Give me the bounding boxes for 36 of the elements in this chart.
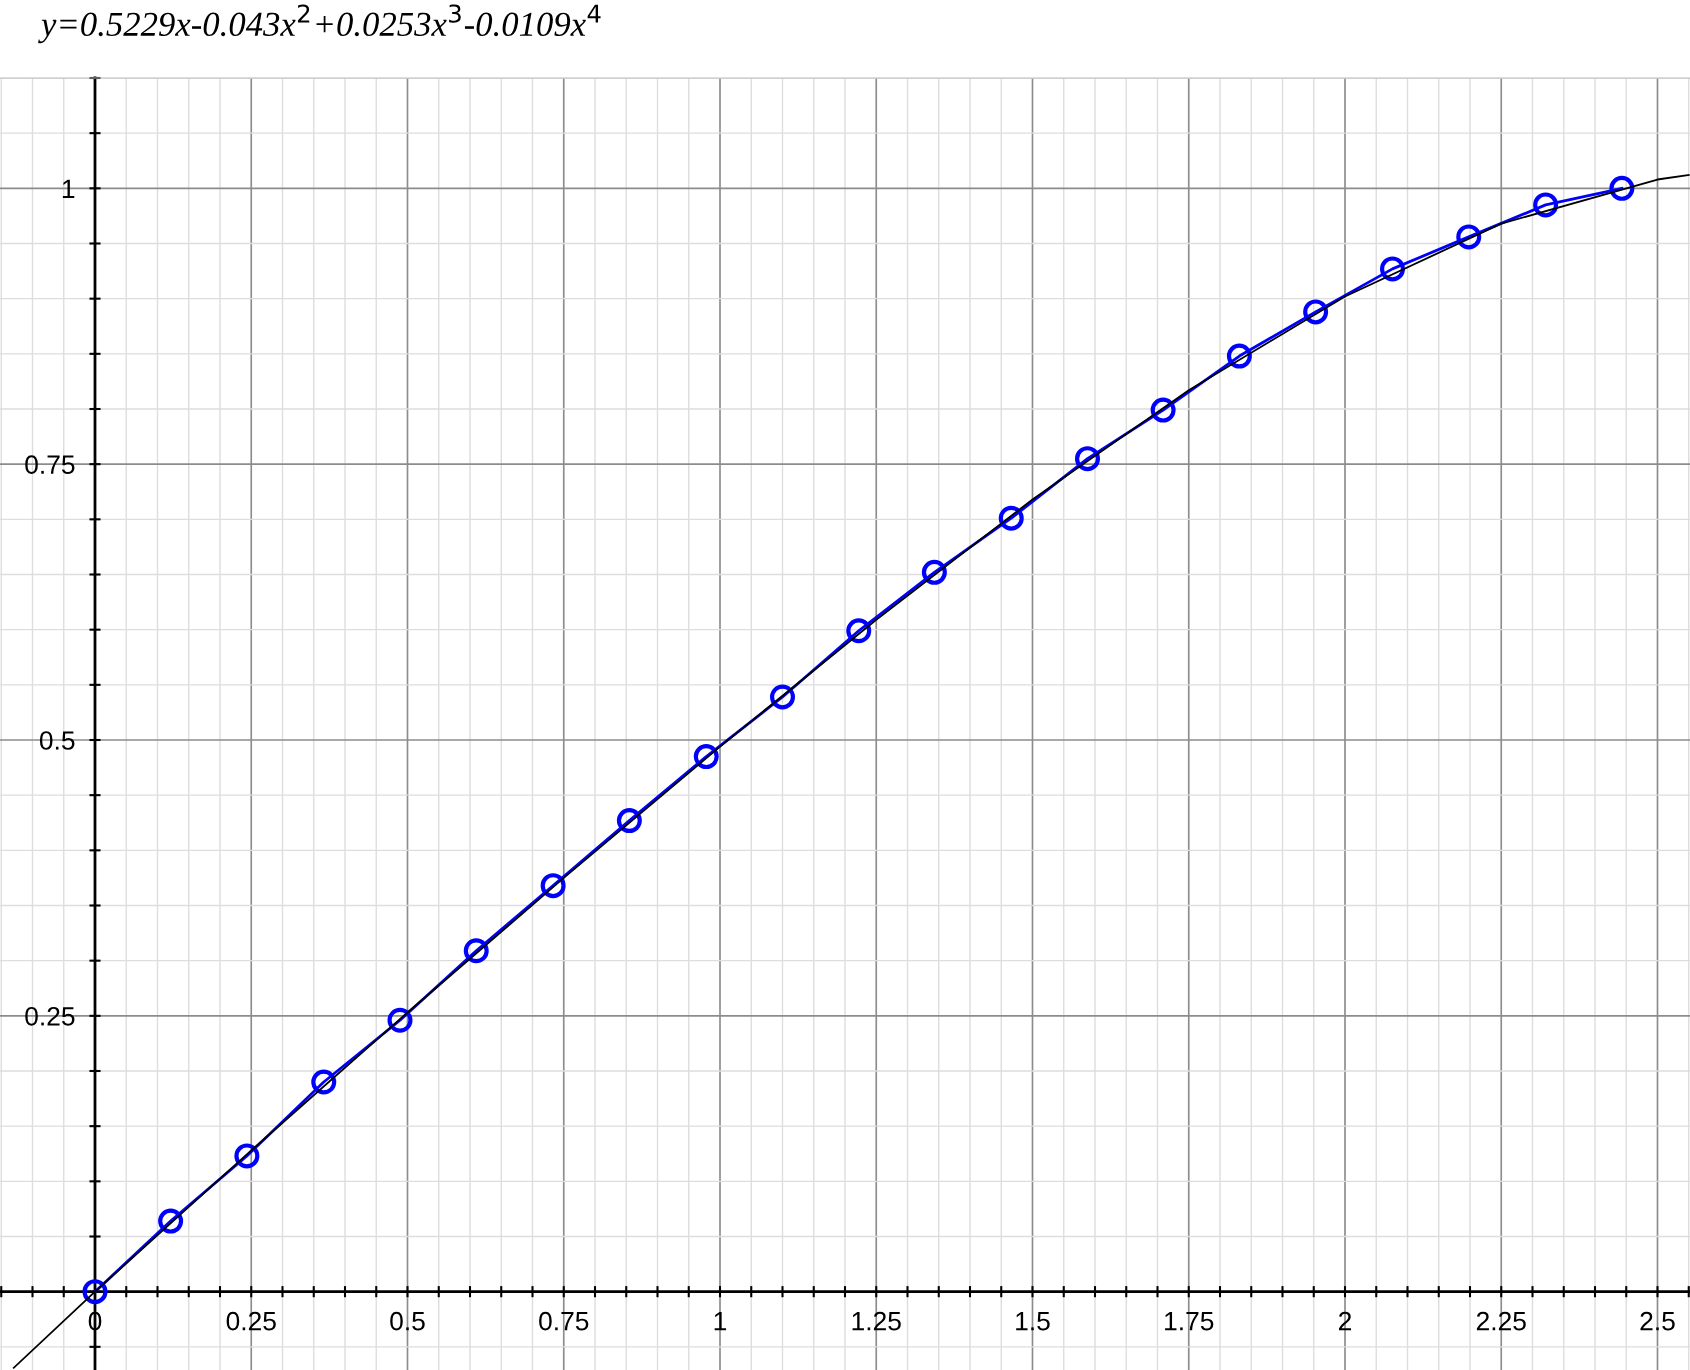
x-tick-label: 2.25	[1476, 1311, 1526, 1331]
point	[387, 1007, 413, 1033]
y-tick-label: 1	[62, 179, 75, 198]
x-tick-label: 0.5	[390, 1311, 425, 1331]
point	[463, 938, 489, 964]
point	[234, 1143, 260, 1169]
point	[769, 684, 796, 710]
x-tick-label: 0.75	[539, 1311, 589, 1331]
point	[1609, 175, 1635, 201]
point	[158, 1208, 184, 1234]
point	[998, 505, 1024, 531]
point	[921, 559, 947, 585]
point	[1379, 256, 1406, 282]
point	[1456, 224, 1482, 250]
x-tick-label: 1.5	[1016, 1312, 1050, 1331]
point	[1226, 343, 1252, 369]
point	[616, 808, 642, 834]
point	[1533, 192, 1559, 218]
x-tick-label: 1.25	[852, 1311, 901, 1331]
x-tick-label: 1.75	[1165, 1312, 1214, 1331]
point	[311, 1069, 337, 1095]
point	[1150, 397, 1176, 423]
y-tick-label: 0.25	[25, 1006, 75, 1026]
y-tick-label: 0.75	[25, 455, 75, 474]
x-tick-label: 2	[1338, 1311, 1352, 1331]
x-tick-label: 2.5	[1640, 1311, 1675, 1331]
x-tick-label: 1	[714, 1312, 727, 1331]
point	[1074, 446, 1101, 472]
point	[82, 1279, 108, 1305]
point	[540, 873, 566, 899]
x-tick-label: 0.25	[226, 1311, 276, 1331]
y-tick-label: 0.5	[39, 731, 75, 750]
point	[846, 618, 872, 644]
point	[1303, 299, 1329, 325]
point	[693, 744, 719, 770]
chart-title: y=0.5229x-0.043x$^{2}$+0.0253x$^{3}$-0.0109x$^{4}$	[38, 4, 601, 44]
